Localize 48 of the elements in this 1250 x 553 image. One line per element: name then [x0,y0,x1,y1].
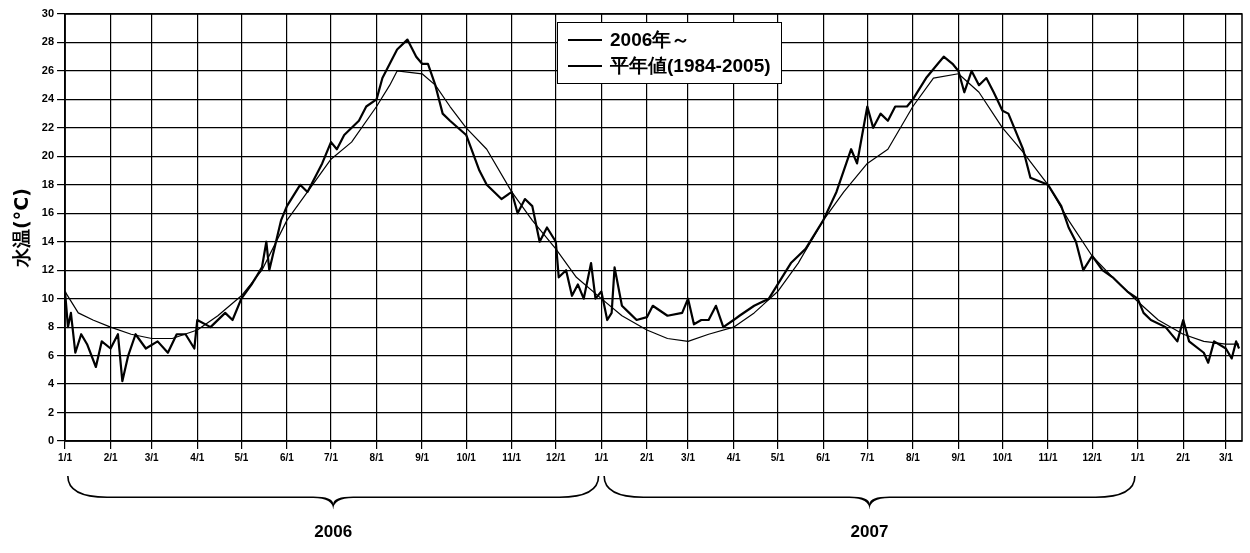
x-tick-label: 6/1 [279,451,295,463]
x-tick-label: 2/1 [639,451,655,463]
y-tick-label: 0 [47,434,55,447]
x-tick-label: 6/1 [816,451,831,463]
x-tick-label: 7/1 [324,451,339,463]
x-tick-label: 9/1 [415,451,430,463]
text: 2006 [314,522,353,542]
x-tick-label: 10/1 [456,451,477,463]
x-tick-label: 1/1 [58,451,73,463]
x-tick-label: 12/1 [546,451,566,463]
y-tick-label: 8 [47,320,55,333]
text: 2007 [850,522,889,542]
x-tick-label: 5/1 [234,451,249,463]
y-tick-label: 10 [41,291,55,304]
x-tick-label: 5/1 [770,451,786,463]
y-tick-label: 24 [41,92,55,105]
y-tick-label: 22 [41,120,55,133]
x-tick-label: 9/1 [951,451,966,463]
x-tick-label: 3/1 [681,451,696,463]
y-tick-label: 26 [41,63,55,76]
x-tick-label: 2/1 [1176,451,1191,463]
x-tick-label: 7/1 [860,451,875,463]
x-tick-label: 12/1 [1082,451,1103,463]
legend-label: 平年値(1984-2005) [610,54,771,78]
y-tick-label: 6 [47,348,55,361]
x-tick-label: 2/1 [103,451,118,463]
legend-label: 2006年～ [610,28,691,52]
x-tick-label: 1/1 [1130,451,1146,463]
x-tick-label: 11/1 [1038,451,1058,463]
y-tick-label: 2 [47,405,55,418]
x-tick-label: 4/1 [190,451,205,463]
x-tick-label: 8/1 [369,451,384,463]
y-tick-label: 12 [41,263,55,276]
x-tick-label: 1/1 [594,451,609,463]
y-tick-label: 16 [41,206,55,219]
y-tick-label: 18 [41,177,55,190]
x-tick-label: 4/1 [726,451,741,463]
y-tick-label: 14 [41,234,55,247]
x-tick-label: 11/1 [502,451,522,463]
x-tick-label: 3/1 [1218,451,1234,463]
y-tick-label: 30 [41,7,55,20]
y-tick-label: 28 [41,35,55,48]
x-tick-label: 10/1 [992,451,1013,463]
y-tick-label: 4 [47,377,55,390]
y-axis-title: 水温(°C) [10,188,33,268]
y-tick-label: 20 [41,149,55,162]
x-tick-label: 8/1 [905,451,921,463]
x-tick-label: 3/1 [144,451,160,463]
